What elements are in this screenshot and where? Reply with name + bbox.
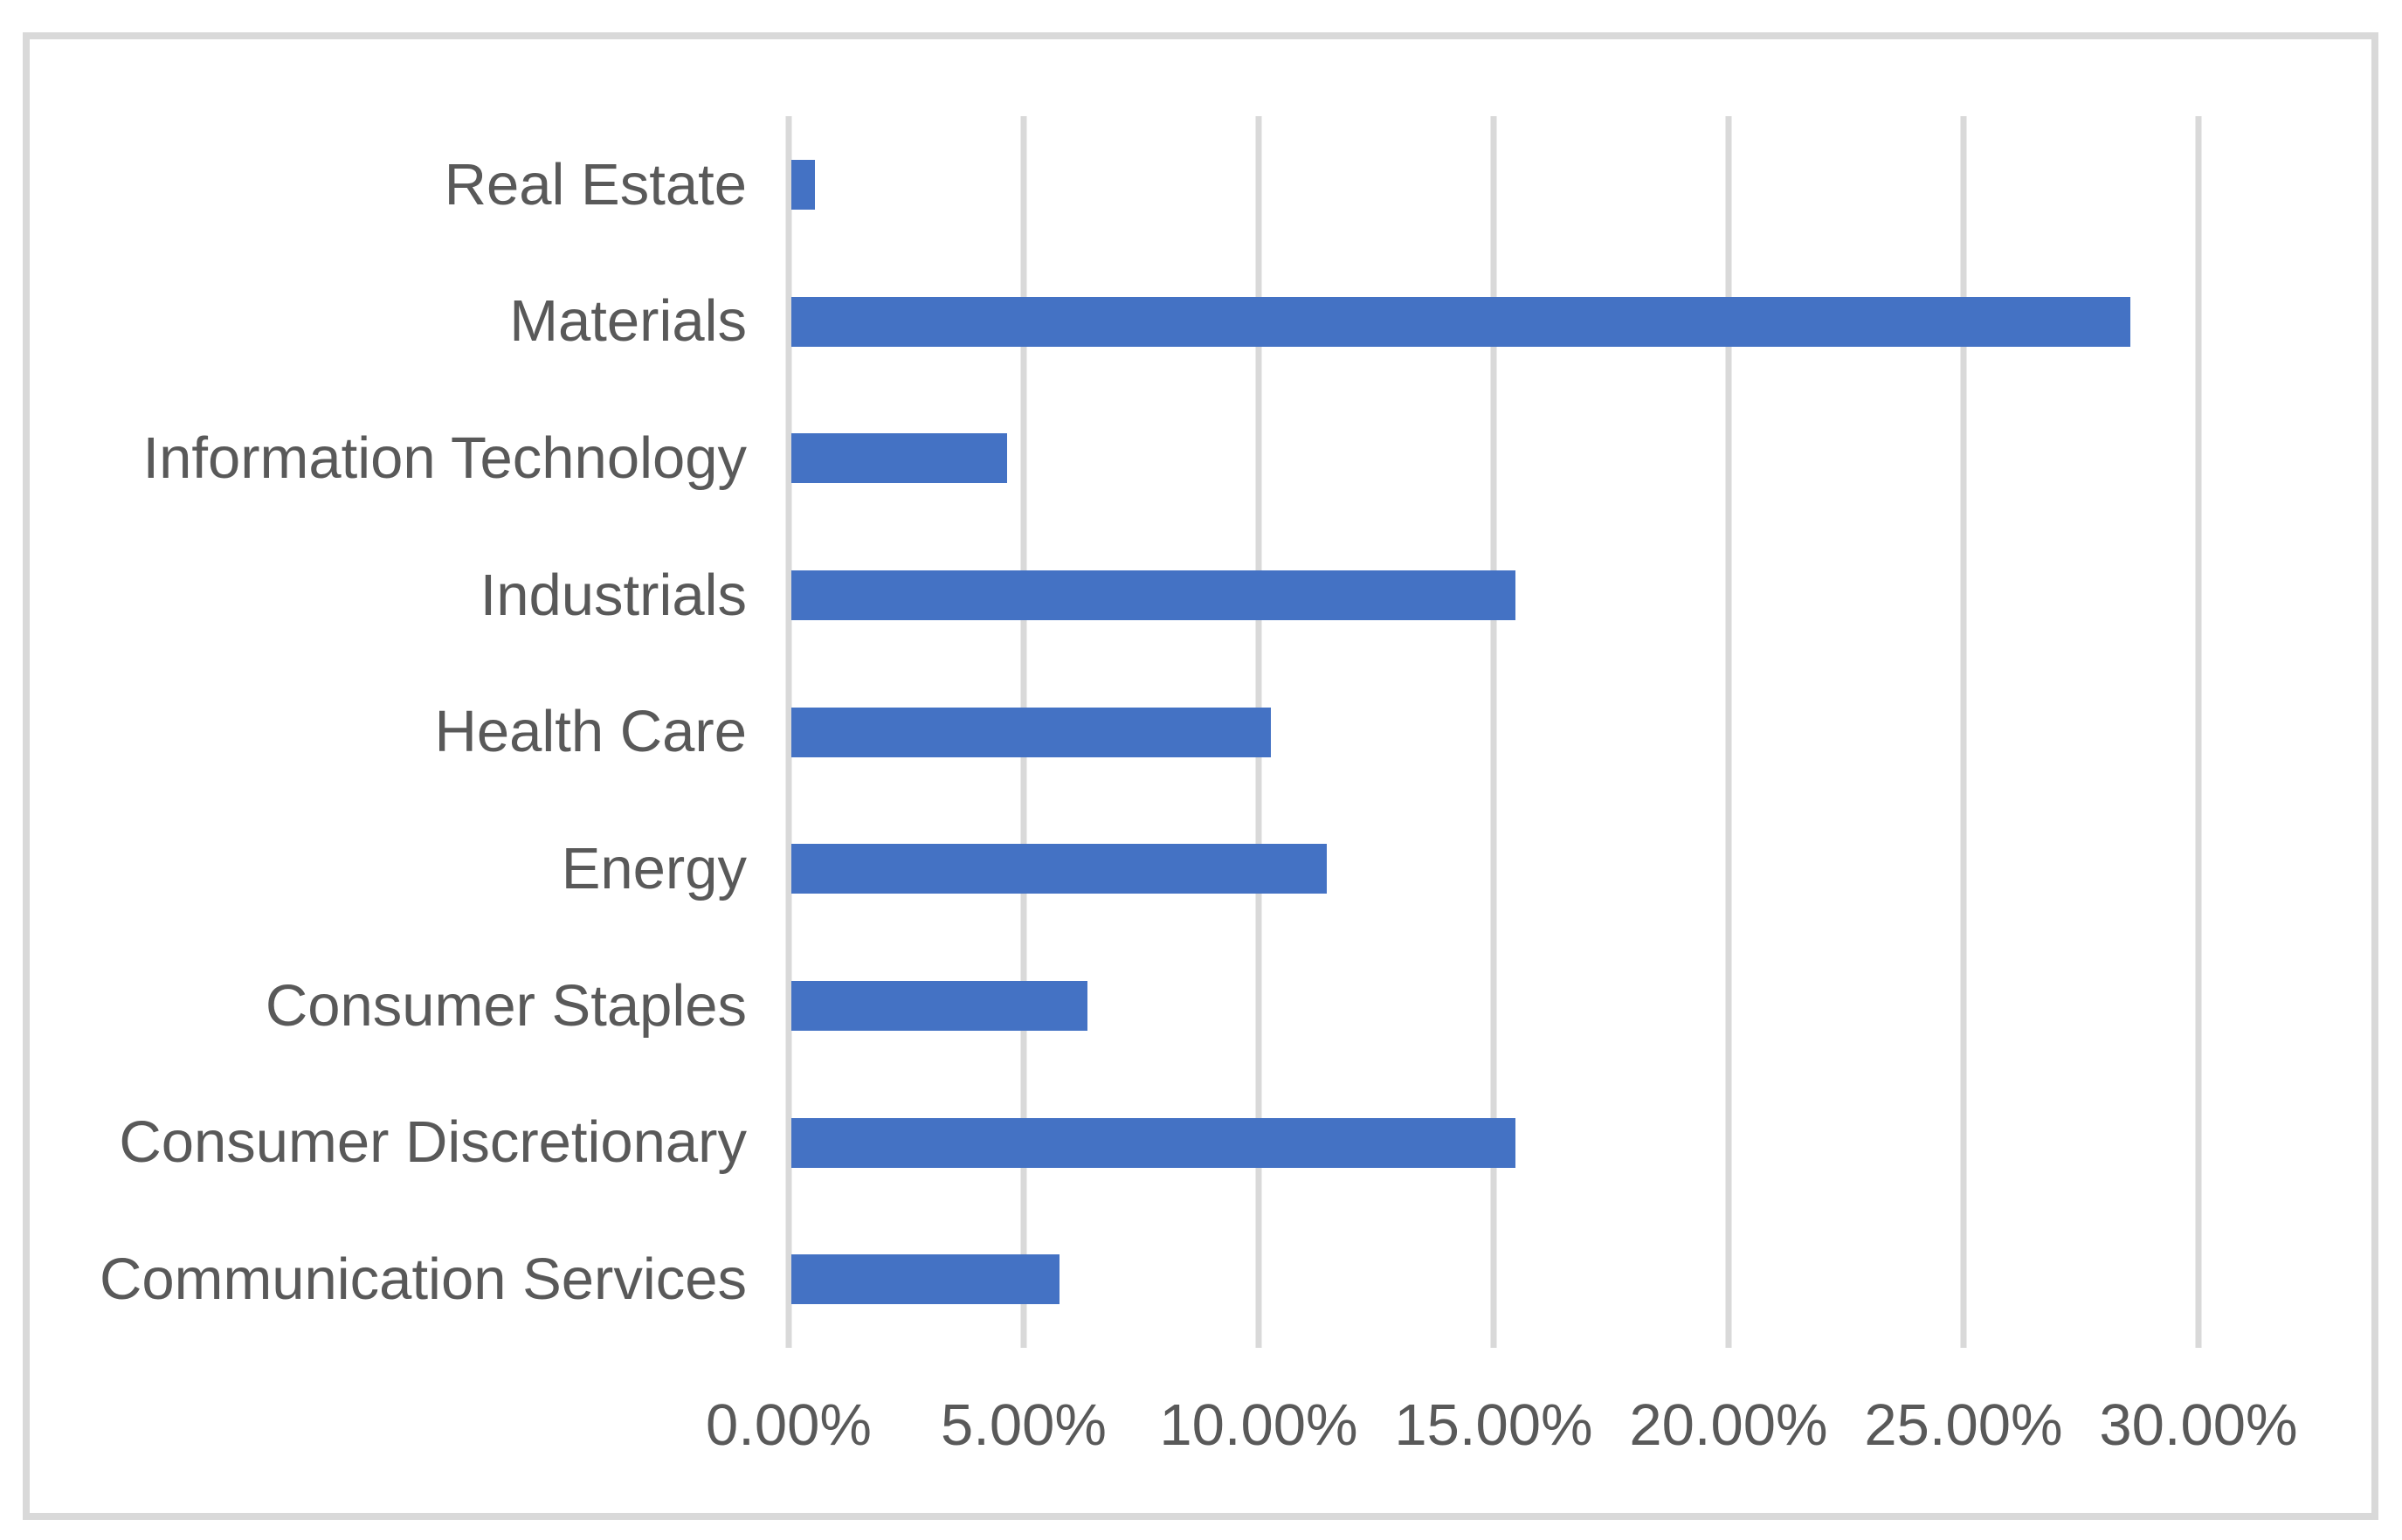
bar-real-estate — [791, 159, 815, 210]
category-axis: Real Estate Materials Information Technolo… — [30, 116, 789, 1348]
x-tick-label: 25.00% — [1864, 1392, 2063, 1458]
x-tick-label: 5.00% — [941, 1392, 1107, 1458]
category-label-information-technology: Information Technology — [142, 425, 747, 492]
category-label-real-estate: Real Estate — [444, 151, 747, 218]
category-label-materials: Materials — [509, 288, 747, 355]
gridline — [2195, 116, 2202, 1348]
x-tick-label: 20.00% — [1629, 1392, 1828, 1458]
category-label-health-care: Health Care — [434, 699, 747, 765]
category-label-consumer-discretionary: Consumer Discretionary — [119, 1109, 747, 1176]
category-label-communication-services: Communication Services — [100, 1247, 747, 1313]
category-label-consumer-staples: Consumer Staples — [265, 972, 747, 1039]
bar-consumer-discretionary — [791, 1117, 1515, 1168]
bar-energy — [791, 844, 1328, 894]
bar-information-technology — [791, 433, 1008, 484]
x-tick-label: 30.00% — [2099, 1392, 2298, 1458]
gridline — [1490, 116, 1497, 1348]
gridline — [1960, 116, 1967, 1348]
bar-consumer-staples — [791, 980, 1087, 1031]
x-tick-label: 0.00% — [706, 1392, 872, 1458]
gridline — [785, 116, 792, 1348]
bar-chart: Real Estate Materials Information Technolo… — [23, 32, 2378, 1520]
bar-communication-services — [791, 1254, 1060, 1305]
category-label-energy: Energy — [561, 836, 747, 902]
bar-industrials — [791, 570, 1515, 620]
category-label-industrials: Industrials — [480, 562, 747, 628]
x-tick-label: 15.00% — [1394, 1392, 1593, 1458]
value-axis: 0.00% 5.00% 10.00% 15.00% 20.00% 25.00% 30.00% — [706, 1392, 2298, 1472]
plot-area — [785, 116, 2202, 1348]
gridline — [1725, 116, 1732, 1348]
bar-materials — [791, 296, 2131, 347]
x-tick-label: 10.00% — [1159, 1392, 1358, 1458]
bar-health-care — [791, 707, 1271, 757]
